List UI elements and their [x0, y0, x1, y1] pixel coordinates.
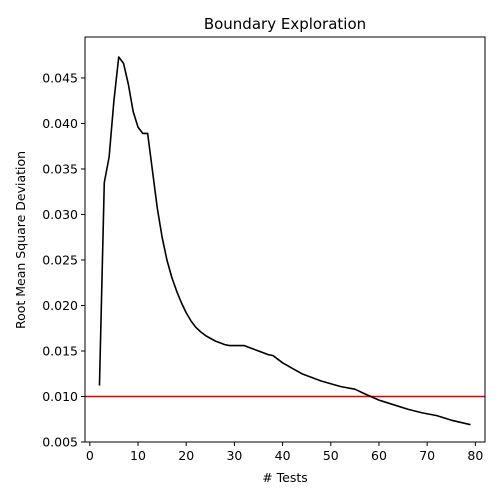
x-tick-label: 30 — [226, 448, 242, 463]
x-tick-label: 20 — [178, 448, 194, 463]
y-axis-label: Root Mean Square Deviation — [13, 151, 28, 329]
x-tick-label: 10 — [130, 448, 146, 463]
y-tick-label: 0.030 — [42, 207, 78, 222]
x-tick-label: 70 — [419, 448, 435, 463]
y-axis: 0.005 0.010 0.015 0.020 0.025 0.030 0.035 0.040… — [42, 70, 85, 449]
x-tick-label: 60 — [371, 448, 387, 463]
y-tick-label: 0.010 — [42, 389, 78, 404]
chart-title: Boundary Exploration — [204, 15, 366, 33]
y-tick-label: 0.020 — [42, 298, 78, 313]
x-axis: 0 10 20 30 40 50 60 70 80 — [86, 442, 484, 463]
y-tick-label: 0.005 — [42, 435, 78, 450]
x-axis-label: # Tests — [262, 470, 308, 485]
series-layer — [85, 57, 485, 425]
x-tick-label: 80 — [467, 448, 483, 463]
y-tick-label: 0.015 — [42, 343, 78, 358]
plot-frame — [85, 37, 485, 442]
y-tick-label: 0.025 — [42, 252, 78, 267]
plot-area — [85, 57, 485, 425]
y-tick-label: 0.035 — [42, 161, 78, 176]
y-tick-label: 0.045 — [42, 70, 78, 85]
x-tick-label: 40 — [275, 448, 291, 463]
series-line-0 — [99, 57, 470, 425]
x-tick-label: 50 — [323, 448, 339, 463]
y-tick-label: 0.040 — [42, 116, 78, 131]
x-tick-label: 0 — [86, 448, 94, 463]
